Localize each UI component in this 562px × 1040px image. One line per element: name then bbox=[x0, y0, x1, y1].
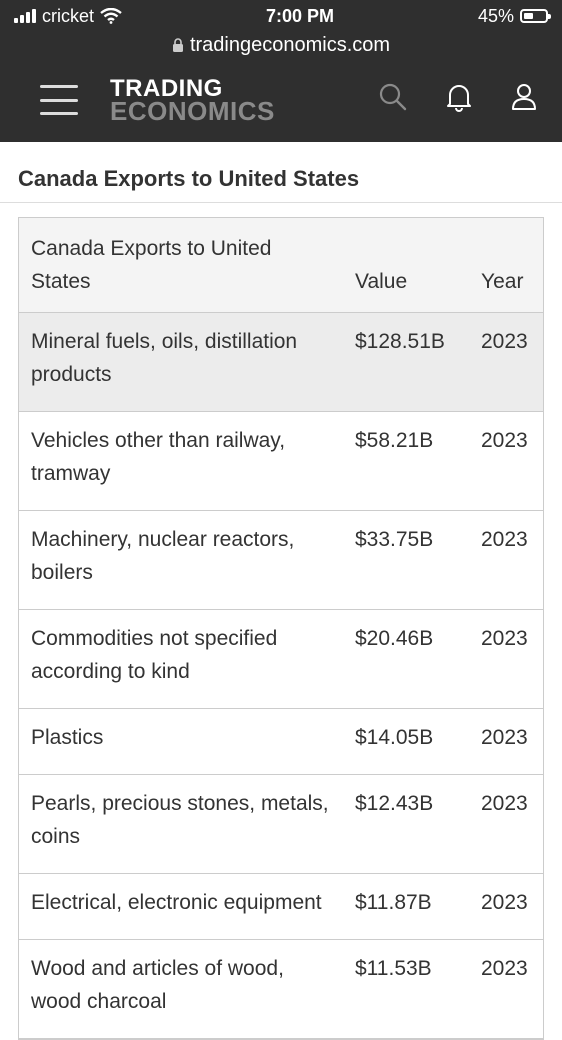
battery-icon bbox=[519, 9, 551, 23]
exports-table: Canada Exports to United States Value Ye… bbox=[19, 218, 543, 1039]
status-left: cricket bbox=[14, 6, 122, 27]
search-icon[interactable] bbox=[378, 82, 408, 112]
row-year: 2023 bbox=[467, 609, 543, 709]
row-category: Electrical, electronic equipment bbox=[19, 873, 343, 940]
user-icon[interactable] bbox=[510, 82, 538, 112]
table-row[interactable]: Pearls, precious stones, metals, coins $… bbox=[19, 774, 543, 874]
row-year: 2023 bbox=[467, 939, 543, 1039]
status-right: 45% bbox=[477, 5, 551, 27]
row-value: $58.21B bbox=[343, 411, 467, 511]
table-header-row: Canada Exports to United States Value Ye… bbox=[19, 218, 543, 313]
row-value: $20.46B bbox=[343, 609, 467, 709]
wifi-icon bbox=[100, 8, 122, 24]
row-year: 2023 bbox=[467, 411, 543, 511]
table-row[interactable]: Vehicles other than railway, tramway $58… bbox=[19, 411, 543, 511]
row-category: Vehicles other than railway, tramway bbox=[19, 411, 343, 511]
url-text: tradingeconomics.com bbox=[189, 33, 391, 56]
row-value: $12.43B bbox=[343, 774, 467, 874]
table-row[interactable]: Electrical, electronic equipment $11.87B… bbox=[19, 873, 543, 940]
battery-percent: 45% bbox=[477, 5, 514, 26]
row-year: 2023 bbox=[467, 873, 543, 940]
top-bar: cricket 7:00 PM 45% tradingeconomics.com… bbox=[0, 0, 562, 142]
exports-table-container: Canada Exports to United States Value Ye… bbox=[18, 217, 544, 1040]
lock-icon bbox=[172, 38, 183, 52]
row-value: $33.75B bbox=[343, 510, 467, 610]
row-year: 2023 bbox=[467, 510, 543, 610]
status-time: 7:00 PM bbox=[265, 5, 334, 26]
row-value: $11.53B bbox=[343, 939, 467, 1039]
row-value: $128.51B bbox=[343, 312, 467, 412]
signal-icon bbox=[14, 9, 36, 23]
table-row[interactable]: Commodities not specified according to k… bbox=[19, 609, 543, 709]
site-logo[interactable]: TRADING ECONOMICS bbox=[110, 75, 275, 126]
row-category: Wood and articles of wood, wood charcoal bbox=[19, 939, 343, 1039]
row-category: Commodities not specified according to k… bbox=[19, 609, 343, 709]
carrier-name: cricket bbox=[42, 5, 95, 26]
site-header: TRADING ECONOMICS bbox=[0, 58, 562, 142]
address-bar[interactable]: tradingeconomics.com bbox=[0, 32, 562, 58]
row-category: Pearls, precious stones, metals, coins bbox=[19, 774, 343, 874]
bell-icon[interactable] bbox=[446, 82, 472, 112]
status-bar: cricket 7:00 PM 45% bbox=[0, 0, 562, 32]
table-row[interactable]: Mineral fuels, oils, distillation produc… bbox=[19, 312, 543, 412]
menu-icon[interactable] bbox=[40, 85, 78, 115]
table-row[interactable]: Plastics $14.05B 2023 bbox=[19, 708, 543, 775]
table-row[interactable]: Wood and articles of wood, wood charcoal… bbox=[19, 939, 543, 1039]
column-header-year[interactable]: Year bbox=[481, 270, 524, 293]
row-value: $11.87B bbox=[343, 873, 467, 940]
row-value: $14.05B bbox=[343, 708, 467, 775]
row-category: Mineral fuels, oils, distillation produc… bbox=[19, 312, 343, 412]
row-year: 2023 bbox=[467, 312, 543, 412]
row-year: 2023 bbox=[467, 774, 543, 874]
page-title: Canada Exports to United States bbox=[0, 142, 562, 203]
row-year: 2023 bbox=[467, 708, 543, 775]
column-header-category[interactable]: Canada Exports to United States bbox=[31, 237, 272, 293]
logo-line-1: TRADING bbox=[110, 75, 223, 102]
row-category: Plastics bbox=[19, 708, 343, 775]
column-header-value[interactable]: Value bbox=[355, 270, 408, 293]
logo-line-2: ECONOMICS bbox=[110, 96, 275, 126]
table-row[interactable]: Machinery, nuclear reactors, boilers $33… bbox=[19, 510, 543, 610]
header-actions bbox=[378, 82, 538, 112]
row-category: Machinery, nuclear reactors, boilers bbox=[19, 510, 343, 610]
